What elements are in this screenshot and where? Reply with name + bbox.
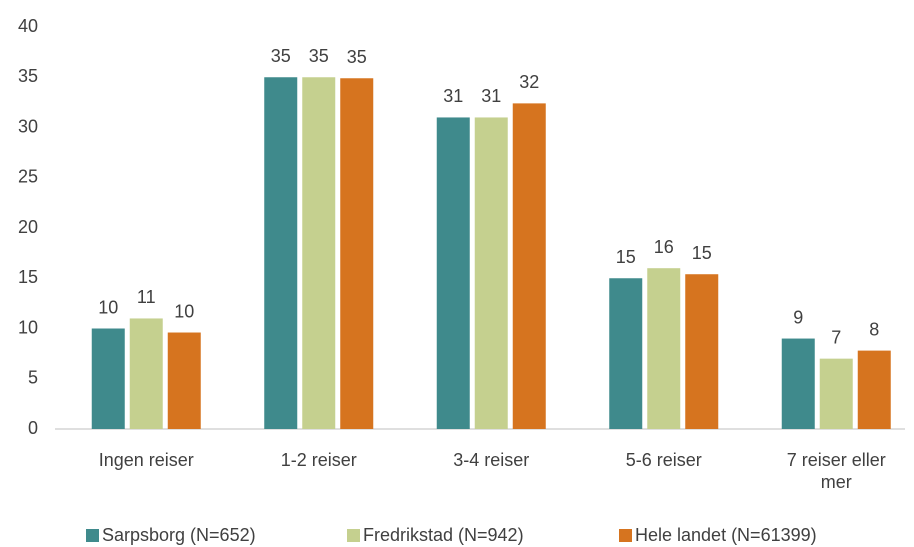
bar (685, 274, 719, 429)
legend-swatch (347, 529, 360, 542)
bar (436, 117, 470, 429)
legend-swatch (86, 529, 99, 542)
x-tick-label: 3-4 reiser (453, 450, 530, 470)
data-label: 35 (271, 46, 291, 66)
bar (647, 268, 681, 429)
data-label: 15 (616, 247, 636, 267)
bar (340, 78, 374, 429)
data-label: 8 (869, 319, 879, 339)
x-tick-label: 5-6 reiser (625, 450, 702, 470)
x-tick-label: 1-2 reiser (280, 450, 357, 470)
x-tick-label: 7 reiser eller mer (786, 450, 886, 492)
data-label: 7 (831, 327, 841, 347)
legend-swatch (619, 529, 632, 542)
data-label: 10 (174, 301, 194, 321)
data-label: 35 (309, 46, 329, 66)
bar (474, 117, 508, 429)
y-tick-label: 25 (18, 167, 38, 187)
data-label: 32 (519, 72, 539, 92)
bar (857, 350, 891, 429)
bar (512, 103, 546, 429)
data-label: 11 (137, 287, 156, 307)
y-tick-label: 30 (18, 116, 38, 136)
data-label: 16 (654, 237, 674, 257)
bar (609, 278, 643, 429)
y-tick-label: 0 (28, 418, 38, 438)
y-tick-label: 10 (18, 317, 38, 337)
data-label: 10 (98, 297, 118, 317)
legend-label: Sarpsborg (N=652) (102, 525, 256, 545)
bar (129, 318, 163, 429)
y-tick-label: 35 (18, 66, 38, 86)
y-tick-label: 20 (18, 217, 38, 237)
bar (302, 77, 336, 429)
data-label: 15 (692, 243, 712, 263)
y-tick-label: 5 (28, 368, 38, 388)
bar (264, 77, 298, 429)
legend-label: Fredrikstad (N=942) (363, 525, 524, 545)
y-tick-label: 40 (18, 16, 38, 36)
data-label: 9 (793, 307, 803, 327)
y-tick-label: 15 (18, 267, 38, 287)
bar (781, 338, 815, 429)
data-label: 31 (443, 86, 463, 106)
legend-label: Hele landet (N=61399) (635, 525, 817, 545)
bar (819, 358, 853, 429)
data-label: 35 (347, 47, 367, 67)
bar (91, 328, 125, 429)
data-label: 31 (481, 86, 501, 106)
bar (167, 332, 201, 429)
x-tick-label: Ingen reiser (98, 450, 194, 470)
